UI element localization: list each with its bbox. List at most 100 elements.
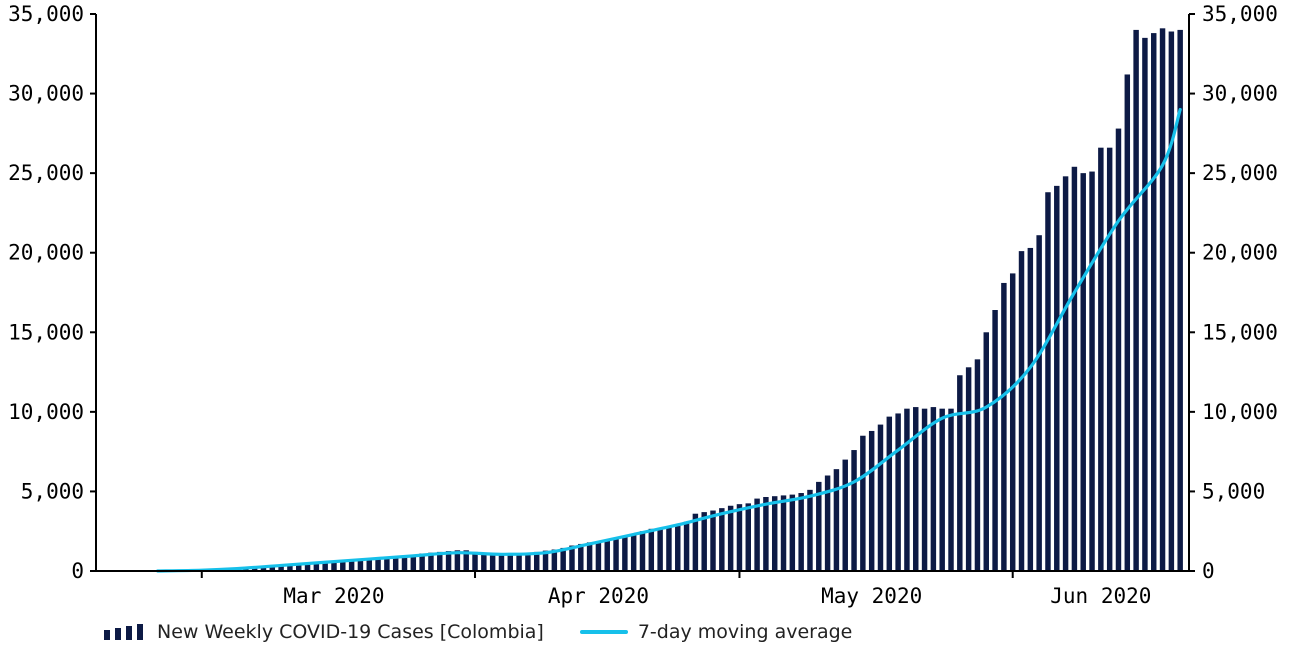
y-tick-label: 0: [71, 559, 84, 583]
y-tick-label-right: 5,000: [1202, 479, 1265, 503]
bar: [692, 513, 699, 571]
x-tick-label: Apr 2020: [548, 584, 649, 608]
bar: [719, 508, 725, 571]
right-y-ticks: 0 5,000 10,000 15,000 20,000 25,000 30,000 35,0…: [1189, 2, 1278, 583]
bar: [1089, 171, 1095, 572]
bar: [437, 551, 443, 571]
bar: [957, 375, 963, 571]
legend-label-weekly-cases: New Weekly COVID-19 Cases [Colombia]: [157, 621, 544, 643]
bar: [1124, 74, 1131, 571]
bar: [771, 496, 778, 571]
bar: [824, 475, 831, 571]
bar: [948, 408, 954, 571]
y-tick-label: 25,000: [8, 161, 84, 185]
bar: [974, 359, 981, 571]
bar: [401, 555, 408, 571]
x-tick-label: Jun 2020: [1050, 584, 1151, 608]
y-tick-label-right: 10,000: [1202, 400, 1278, 424]
y-tick-label: 5,000: [21, 479, 84, 503]
bar: [913, 407, 919, 571]
legend: New Weekly COVID-19 Cases [Colombia] 7-d…: [104, 618, 888, 646]
bar: [745, 503, 751, 571]
y-tick-label-right: 35,000: [1202, 2, 1278, 26]
bar: [507, 553, 514, 571]
bar: [851, 450, 857, 571]
bar: [428, 552, 434, 571]
bar: [357, 559, 364, 571]
bar: [895, 413, 901, 571]
bar: [675, 524, 681, 571]
bar: [648, 528, 655, 571]
bar: [463, 550, 469, 571]
y-tick-label: 35,000: [8, 2, 84, 26]
bar: [1001, 282, 1007, 571]
bar: [921, 408, 928, 571]
bar: [1080, 173, 1086, 571]
bar: [516, 553, 522, 571]
bar-series: [154, 28, 1183, 572]
x-tick-label: May 2020: [821, 584, 922, 608]
bar: [604, 540, 610, 571]
bar: [939, 408, 945, 571]
bar: [842, 459, 848, 571]
bar: [1071, 166, 1078, 571]
bar: [313, 563, 320, 571]
bar: [1106, 147, 1113, 571]
bar: [701, 512, 707, 571]
bar: [1159, 28, 1166, 571]
bar: [1054, 185, 1060, 571]
bar: [683, 521, 690, 571]
bar: [551, 549, 558, 571]
bar: [754, 498, 760, 571]
axes: [95, 14, 1190, 572]
bar: [798, 493, 804, 571]
bar: [384, 557, 390, 571]
bar: [1027, 247, 1034, 571]
bar: [392, 556, 399, 571]
bar: [1115, 128, 1122, 571]
bar: [780, 495, 787, 571]
bar: [322, 563, 328, 571]
bar: [542, 550, 549, 571]
bar: [886, 416, 893, 571]
bar: [243, 568, 249, 571]
y-tick-label-right: 0: [1202, 559, 1215, 583]
bar: [278, 566, 284, 571]
left-y-ticks: 0 5,000 10,000 15,000 20,000 25,000 30,000 35,0…: [8, 2, 96, 583]
bar: [410, 555, 417, 571]
bar: [375, 558, 381, 571]
bar: [348, 560, 355, 571]
bar: [1098, 147, 1104, 571]
bar: [419, 553, 425, 571]
bar: [877, 424, 884, 571]
bar: [525, 552, 531, 571]
bar: [657, 528, 663, 571]
bar: [489, 553, 496, 571]
bar: [630, 533, 637, 571]
bar: [613, 539, 619, 571]
moving-average-line: [156, 107, 1182, 573]
bar: [816, 481, 822, 571]
bar: [569, 545, 575, 571]
bar: [287, 565, 293, 571]
bar: [304, 564, 311, 571]
bar: [868, 430, 875, 571]
bar: [639, 531, 646, 571]
bar: [533, 551, 540, 571]
bar: [860, 435, 866, 571]
line-swatch-icon: [579, 630, 628, 634]
bar: [904, 408, 910, 571]
bar: [1168, 31, 1175, 571]
bar: [1142, 37, 1148, 572]
bar: [833, 469, 840, 571]
bar: [260, 567, 267, 571]
bar: [930, 407, 937, 571]
bar: [481, 552, 487, 571]
bar: [1018, 251, 1025, 571]
y-tick-label-right: 15,000: [1202, 320, 1278, 344]
y-tick-label-right: 30,000: [1202, 82, 1278, 106]
y-tick-label: 10,000: [8, 400, 84, 424]
bar: [983, 332, 989, 571]
bar: [251, 567, 258, 571]
